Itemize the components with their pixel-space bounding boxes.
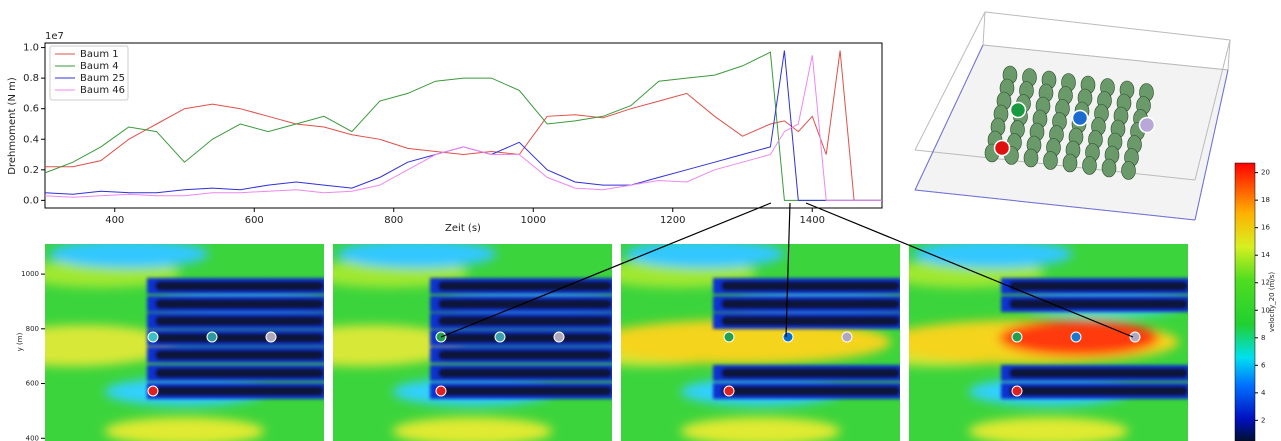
tree-marker bbox=[724, 386, 734, 396]
legend-label: Baum 1 bbox=[80, 49, 119, 60]
tree-row bbox=[155, 386, 324, 396]
tree-row bbox=[721, 299, 900, 309]
figure: 1e7 Zeit (s) Drehmoment (N m) y (m) velo… bbox=[0, 0, 1281, 441]
y-tick-label: 0.2 bbox=[23, 165, 39, 176]
tree-row bbox=[721, 316, 900, 326]
x-tick-label: 600 bbox=[245, 215, 264, 226]
flow-patch bbox=[49, 240, 209, 268]
colorbar-tick-label: 4 bbox=[1261, 389, 1266, 397]
tree-3d bbox=[1122, 162, 1136, 180]
x-tick-label: 1400 bbox=[800, 215, 825, 226]
colorbar-tick-label: 14 bbox=[1261, 251, 1270, 259]
colorbar bbox=[1235, 163, 1255, 441]
tree-row bbox=[721, 281, 900, 291]
y-tick-label: 400 bbox=[26, 434, 39, 441]
x-tick-label: 800 bbox=[384, 215, 403, 226]
heatmap-panel bbox=[857, 240, 1190, 441]
tree-row bbox=[1009, 368, 1188, 378]
tree-rows bbox=[147, 278, 326, 399]
tree-marker bbox=[724, 332, 734, 342]
tree-row bbox=[438, 316, 612, 326]
y-tick-label: 0.0 bbox=[23, 195, 39, 206]
flow-patch bbox=[625, 240, 785, 268]
colorbar-tick-label: 18 bbox=[1261, 196, 1270, 204]
tree-row bbox=[155, 299, 324, 309]
flow-patch bbox=[913, 240, 1073, 268]
tree-row bbox=[1009, 281, 1188, 291]
tree-marker bbox=[842, 332, 852, 342]
y-tick-label: 0.6 bbox=[23, 104, 39, 115]
y-tick-label: 800 bbox=[26, 325, 39, 333]
tree-3d-marker bbox=[1140, 118, 1155, 133]
y-tick-label: 1000 bbox=[21, 270, 39, 278]
tree-marker bbox=[436, 386, 446, 396]
tree-3d bbox=[1102, 159, 1116, 177]
tree-3d bbox=[1063, 154, 1077, 172]
y-tick-label: 0.8 bbox=[23, 73, 39, 84]
tree-row bbox=[1009, 299, 1188, 309]
heatmap-panel bbox=[281, 240, 614, 441]
tree-marker bbox=[148, 332, 158, 342]
tree-row bbox=[438, 368, 612, 378]
plot-area bbox=[45, 43, 882, 208]
x-tick-label: 1000 bbox=[521, 215, 546, 226]
tree-marker bbox=[1071, 332, 1081, 342]
x-axis-label: Zeit (s) bbox=[445, 223, 481, 234]
colorbar-tick-label: 12 bbox=[1261, 279, 1270, 287]
y-tick-label: 1.0 bbox=[23, 43, 39, 54]
tree-row bbox=[438, 386, 612, 396]
tree-3d bbox=[1083, 157, 1097, 175]
colorbar-tick-label: 8 bbox=[1261, 334, 1265, 342]
tree-row bbox=[721, 368, 900, 378]
tree-marker bbox=[266, 332, 276, 342]
tree-3d-marker bbox=[1073, 111, 1088, 126]
tree-row bbox=[155, 316, 324, 326]
plot-frame bbox=[45, 43, 882, 208]
tree-row bbox=[155, 281, 324, 291]
x-tick-label: 400 bbox=[105, 215, 124, 226]
tree-row bbox=[155, 368, 324, 378]
tree-marker bbox=[148, 386, 158, 396]
heatmap-panels: 400 600 800 1000 bbox=[0, 240, 1190, 441]
tree-row bbox=[438, 333, 612, 343]
x-tick-label: 1200 bbox=[660, 215, 685, 226]
tree-marker bbox=[1012, 386, 1022, 396]
y-tick-label: 600 bbox=[26, 380, 39, 388]
tree-marker bbox=[495, 332, 505, 342]
colorbar-tick-label: 6 bbox=[1261, 361, 1266, 369]
tree-row bbox=[438, 281, 612, 291]
tree-marker bbox=[783, 332, 793, 342]
tree-marker bbox=[554, 332, 564, 342]
tree-3d bbox=[1044, 152, 1058, 170]
tree-3d-marker bbox=[1011, 103, 1026, 118]
flow-patch bbox=[337, 240, 497, 268]
offset-label: 1e7 bbox=[45, 31, 64, 42]
tree-3d-marker bbox=[995, 141, 1010, 156]
colorbar-tick-label: 16 bbox=[1261, 224, 1270, 232]
tree-rows bbox=[430, 278, 614, 399]
tree-row bbox=[438, 350, 612, 360]
heatmap-y-label: y (m) bbox=[16, 332, 24, 351]
legend-label: Baum 4 bbox=[80, 61, 119, 72]
legend-label: Baum 25 bbox=[80, 73, 125, 84]
tree-row bbox=[155, 350, 324, 360]
tree-row bbox=[155, 333, 324, 343]
y-tick-label: 0.4 bbox=[23, 134, 39, 145]
colorbar-tick-label: 10 bbox=[1261, 306, 1270, 314]
tree-marker bbox=[1012, 332, 1022, 342]
tree-3d bbox=[1024, 149, 1038, 167]
heatmap-panel bbox=[569, 240, 902, 441]
colorbar-tick-label: 20 bbox=[1261, 169, 1270, 177]
tree-row bbox=[1009, 386, 1188, 396]
colorbar-tick-label: 2 bbox=[1261, 416, 1265, 424]
tree-marker bbox=[207, 332, 217, 342]
legend-label: Baum 46 bbox=[80, 85, 125, 96]
heatmap-panel bbox=[0, 240, 326, 441]
tree-row bbox=[721, 386, 900, 396]
tree-row bbox=[438, 299, 612, 309]
y-axis-label: Drehmoment (N m) bbox=[7, 77, 18, 175]
